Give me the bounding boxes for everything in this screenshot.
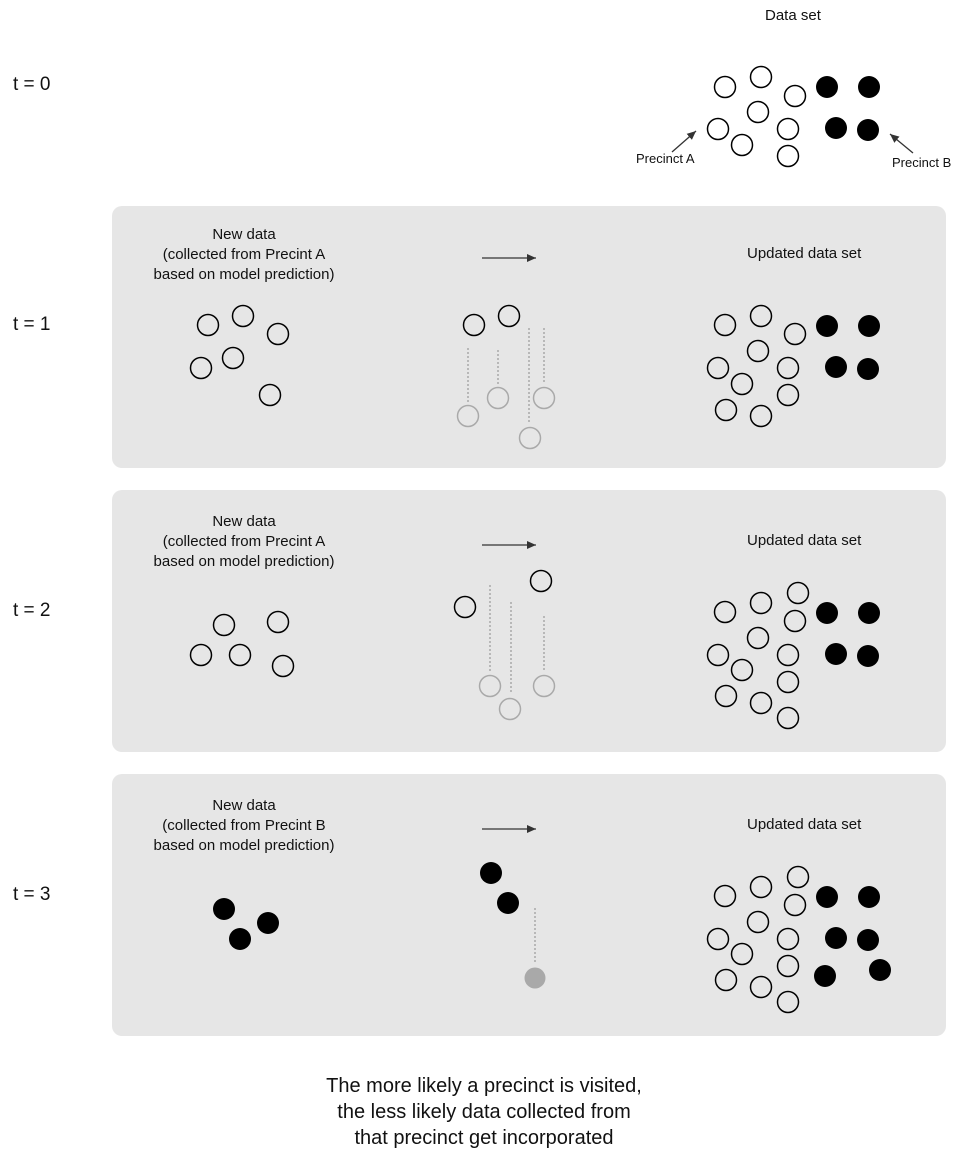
t1-rejected-points <box>456 386 556 450</box>
precinct-a-arrow <box>671 130 697 153</box>
t3-updated-open-points <box>706 865 810 1014</box>
caption: The more likely a precinct is visited, t… <box>326 1075 642 1149</box>
t1-label: t = 1 <box>13 314 51 335</box>
t1-new-points <box>189 304 290 407</box>
t2-incorporated-points <box>453 569 553 619</box>
t0-filled-points <box>816 76 880 141</box>
new-data-text-t3: New data (collected from Precint B based… <box>153 797 335 854</box>
updated-label-t2: Updated data set <box>747 532 862 549</box>
panel-t3 <box>112 774 946 1036</box>
t0-open-points <box>706 65 807 168</box>
t1-updated-open-points <box>706 304 807 428</box>
t2-new-points <box>189 610 295 678</box>
t2-filled-points <box>816 602 880 667</box>
t2-label: t = 2 <box>13 600 51 621</box>
drop-lines <box>467 328 545 964</box>
precinct-b-label: Precinct B <box>892 155 952 170</box>
t3-label: t = 3 <box>13 884 51 905</box>
precinct-a-label: Precinct A <box>636 151 695 166</box>
t1-filled-points <box>816 315 880 380</box>
dataset-label: Data set <box>765 7 821 24</box>
panel-t2 <box>112 490 946 752</box>
precinct-b-arrow <box>889 133 914 154</box>
new-data-text-t2: New data (collected from Precint A based… <box>153 513 335 570</box>
new-data-text-t1: New data (collected from Precint A based… <box>153 226 335 283</box>
updated-label-t3: Updated data set <box>747 816 862 833</box>
t2-rejected-points <box>478 674 556 721</box>
t0-label: t = 0 <box>13 74 51 95</box>
t3-incorporated-points <box>480 862 519 914</box>
t3-filled-points <box>814 886 891 987</box>
t3-rejected-point <box>524 967 546 989</box>
t1-incorporated-points <box>462 304 521 337</box>
t2-updated-open-points <box>706 581 810 730</box>
t3-new-points <box>213 898 279 950</box>
updated-label-t1: Updated data set <box>747 245 862 262</box>
